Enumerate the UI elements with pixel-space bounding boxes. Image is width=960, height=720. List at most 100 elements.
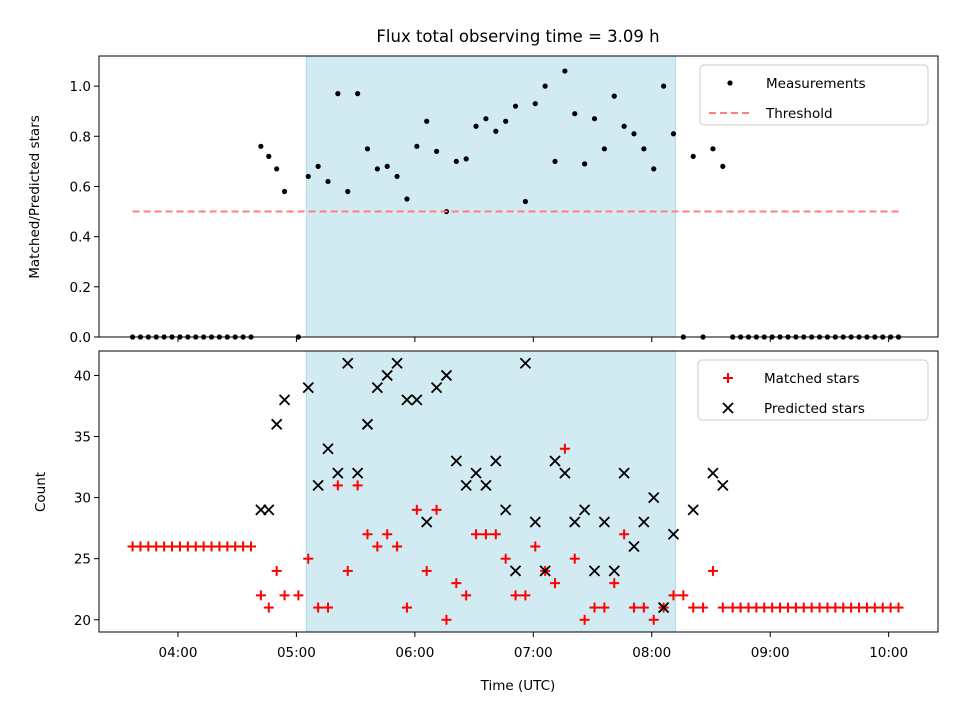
x-b [421,516,433,528]
x-b [588,565,601,577]
predicted-star-point [490,455,502,467]
measurement-point [670,131,677,137]
x-b [430,382,443,394]
x-b [687,504,699,516]
matched-star-point [255,590,266,601]
matched-star-point [382,529,393,540]
x-b [519,357,532,369]
measurement-point [364,146,371,152]
measurement-point [493,128,499,134]
predicted-star-point [618,467,630,479]
y-tick-label: 0.6 [70,179,91,195]
measurement-point [720,163,726,169]
measurement-point [582,161,588,167]
predicted-star-point [381,369,393,382]
legend-measurement-swatch [727,80,733,86]
x-b [332,467,344,479]
x-tick-label: 09:00 [751,645,790,661]
predicted-star-point [539,565,551,577]
predicted-star-point [509,565,522,577]
y-tick-label: 30 [74,491,91,507]
x-b [598,516,611,528]
matched-star-point [688,602,699,613]
predicted-star-point [667,528,680,540]
predicted-star-point [342,357,354,369]
matched-star-point [362,529,373,540]
y-tick-label: 35 [74,430,91,446]
x-b [618,467,630,479]
matched-star-point [401,602,412,613]
measurement-point [611,93,617,99]
predicted-star-point [638,516,650,528]
predicted-star-point [391,357,403,369]
measurement-point [414,143,420,149]
measurement-point [325,178,331,185]
x-tick-label: 07:00 [514,645,553,661]
x-b [271,418,283,430]
x-b [539,565,551,577]
legend: Matched stars Predicted stars [697,359,929,421]
predicted-star-point [440,369,453,382]
predicted-star-point [421,516,433,528]
measurement-point [274,166,280,172]
matched-star-point [421,565,432,576]
y-tick-label: 0.0 [70,330,91,346]
y-axis-label-bottom: Count [33,472,49,512]
predicted-star-point [717,479,729,492]
x-b [717,479,729,492]
x-b [470,467,482,479]
predicted-star-point [657,601,670,614]
x-b [342,357,354,369]
matched-star-point [698,602,709,613]
measurement-point [305,173,311,180]
predicted-star-point [480,479,492,492]
predicted-star-point [519,357,532,369]
matched-star-point [717,602,728,613]
x-b [569,516,581,528]
measurement-point [453,158,459,164]
matched-star-point [599,602,610,613]
x-tick-label: 05:00 [277,645,316,661]
y-tick-label: 25 [74,552,91,568]
x-b [608,565,620,577]
measurement-point [631,131,637,137]
x-b [648,491,660,504]
predicted-star-point [401,394,413,406]
matched-star-point [579,614,590,625]
predicted-star-point [450,455,462,467]
predicted-star-point [648,491,660,504]
matched-star-point [707,565,718,576]
x-b [401,394,413,406]
predicted-star-point [569,516,581,528]
predicted-star-point [430,382,443,394]
matched-star-point [342,565,353,576]
predicted-star-point [361,418,374,430]
matched-star-point [352,480,363,491]
observing-window-shade [305,350,676,633]
axes-frame [98,55,939,338]
x-b [361,418,374,430]
y-tick-label: 1.0 [70,79,91,95]
x-b [529,516,541,528]
matched-star-point [668,590,679,601]
measurement-point [335,91,341,97]
matched-star-point [313,602,324,613]
x-b [578,504,591,516]
predicted-star-point [707,467,719,479]
x-b [667,528,680,540]
measurement-point [532,101,538,107]
x-b [302,382,314,394]
x-b [450,455,462,467]
measurement-point [463,156,469,162]
x-tick-label: 06:00 [395,645,434,661]
measurement-point [315,163,321,169]
matched-star-point [451,578,462,589]
x-b [638,516,650,528]
predicted-star-point [578,504,591,516]
legend-box [697,359,929,421]
measurement-point [345,188,351,195]
matched-star-point [559,443,570,454]
panel-star-counts: 20 25 30 35 40 04:00 05:00 06:00 07:00 08:00 09:00… [74,350,939,661]
measurement-point [281,188,288,195]
measurement-point [355,91,361,97]
